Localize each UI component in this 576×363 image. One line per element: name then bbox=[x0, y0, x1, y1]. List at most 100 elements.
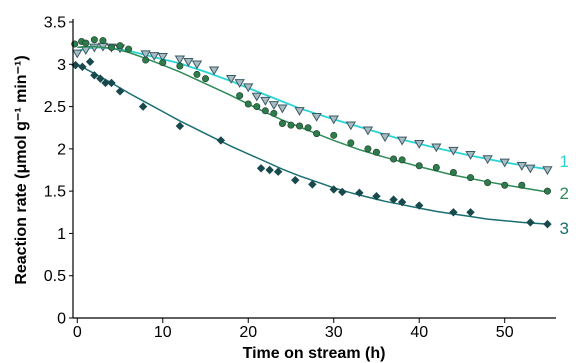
data-point-circle bbox=[449, 169, 457, 177]
data-point-triangle bbox=[345, 121, 357, 131]
data-point-triangle bbox=[149, 52, 160, 61]
axes-layer: 0 0.5 1 1.5 2 2.5 3 3.5 0 10 20 30 40 50 bbox=[44, 15, 556, 341]
data-point-circle bbox=[296, 122, 304, 130]
data-point-diamond bbox=[175, 121, 185, 131]
data-point-diamond bbox=[466, 208, 475, 217]
data-point-diamond bbox=[138, 102, 148, 111]
data-point-circle bbox=[236, 92, 244, 100]
x-tick-label: 20 bbox=[239, 324, 257, 341]
data-point-diamond bbox=[329, 185, 338, 194]
data-point-triangle bbox=[294, 107, 305, 116]
data-point-diamond bbox=[107, 78, 116, 88]
data-point-circle bbox=[159, 59, 167, 67]
data-point-triangle bbox=[183, 58, 194, 67]
y-tick-label: 1.5 bbox=[44, 184, 66, 201]
data-point-circle bbox=[390, 155, 398, 163]
data-point-circle bbox=[125, 45, 133, 53]
y-tick-label: 2.5 bbox=[44, 99, 66, 116]
data-point-circle bbox=[432, 163, 440, 171]
data-point-triangle bbox=[277, 104, 288, 114]
y-tick-label: 3 bbox=[57, 57, 66, 74]
data-point-diamond bbox=[526, 218, 535, 227]
data-point-triangle bbox=[251, 92, 262, 102]
data-point-triangle bbox=[499, 158, 510, 168]
data-point-triangle bbox=[260, 96, 271, 106]
data-point-circle bbox=[90, 36, 98, 44]
data-point-triangle bbox=[516, 162, 527, 171]
data-point-circle bbox=[304, 124, 312, 132]
x-tick-label: 50 bbox=[496, 324, 514, 341]
data-point-circle bbox=[415, 162, 423, 170]
data-point-diamond bbox=[543, 219, 552, 229]
data-point-circle bbox=[372, 148, 380, 156]
data-point-diamond bbox=[273, 167, 283, 176]
data-point-circle bbox=[467, 174, 475, 182]
data-point-triangle bbox=[225, 74, 237, 84]
data-point-circle bbox=[347, 139, 355, 147]
y-tick-label: 1 bbox=[57, 226, 66, 243]
plot-layer: 1 2 3 bbox=[71, 36, 569, 238]
data-point-triangle bbox=[431, 143, 442, 153]
data-point-diamond bbox=[338, 187, 347, 197]
data-point-triangle bbox=[174, 55, 186, 65]
data-point-triangle bbox=[208, 66, 220, 76]
series-2: 2 bbox=[71, 36, 569, 203]
y-tick-label: 0 bbox=[57, 311, 66, 328]
data-point-circle bbox=[261, 107, 269, 115]
data-point-circle bbox=[193, 70, 201, 78]
data-point-diamond bbox=[397, 197, 407, 207]
data-point-diamond bbox=[115, 87, 125, 96]
data-point-circle bbox=[107, 43, 115, 51]
data-point-circle bbox=[82, 39, 90, 47]
data-point-circle bbox=[330, 131, 338, 139]
series-3: 3 bbox=[71, 57, 569, 238]
fit-line-2 bbox=[77, 45, 548, 193]
data-point-circle bbox=[244, 100, 252, 108]
data-point-circle bbox=[313, 130, 321, 138]
data-point-triangle bbox=[414, 140, 425, 149]
data-point-diamond bbox=[256, 164, 266, 173]
data-point-circle bbox=[543, 187, 551, 195]
data-point-circle bbox=[287, 121, 295, 129]
data-point-circle bbox=[99, 37, 107, 45]
data-point-diamond bbox=[389, 195, 398, 204]
data-point-triangle bbox=[542, 166, 553, 176]
data-point-triangle bbox=[72, 49, 83, 59]
x-tick-label: 40 bbox=[410, 324, 428, 341]
data-point-circle bbox=[116, 42, 124, 50]
data-point-diamond bbox=[216, 136, 226, 145]
data-point-diamond bbox=[372, 192, 381, 201]
data-point-circle bbox=[142, 56, 150, 64]
data-point-triangle bbox=[396, 136, 408, 146]
data-point-triangle bbox=[191, 60, 203, 70]
data-point-diamond bbox=[85, 57, 95, 66]
data-point-diamond bbox=[265, 165, 274, 175]
y-tick-label: 2 bbox=[57, 141, 66, 158]
y-tick-label: 0.5 bbox=[44, 268, 66, 285]
data-point-circle bbox=[364, 145, 372, 153]
data-point-triangle bbox=[328, 115, 339, 125]
data-point-diamond bbox=[308, 180, 317, 189]
data-point-diamond bbox=[78, 62, 87, 72]
fit-line-1 bbox=[77, 46, 548, 171]
data-point-triangle bbox=[525, 164, 536, 174]
data-point-triangle bbox=[140, 50, 151, 60]
data-point-circle bbox=[270, 109, 278, 117]
data-point-circle bbox=[176, 62, 184, 70]
data-point-triangle bbox=[465, 151, 476, 160]
data-point-triangle bbox=[379, 133, 391, 143]
x-tick-label: 0 bbox=[73, 324, 82, 341]
data-point-circle bbox=[484, 179, 492, 187]
data-point-diamond bbox=[96, 74, 105, 83]
y-axis-title: Reaction rate (μmol g⁻¹ min⁻¹) bbox=[13, 55, 30, 284]
series-label-1: 1 bbox=[559, 152, 568, 171]
series-label-3: 3 bbox=[559, 219, 568, 238]
data-point-circle bbox=[253, 103, 261, 111]
y-tick-label: 3.5 bbox=[44, 15, 66, 32]
data-point-circle bbox=[501, 181, 509, 189]
data-point-triangle bbox=[234, 79, 245, 88]
x-tick-label: 10 bbox=[154, 324, 172, 341]
data-point-triangle bbox=[448, 146, 459, 156]
data-point-triangle bbox=[243, 83, 254, 93]
